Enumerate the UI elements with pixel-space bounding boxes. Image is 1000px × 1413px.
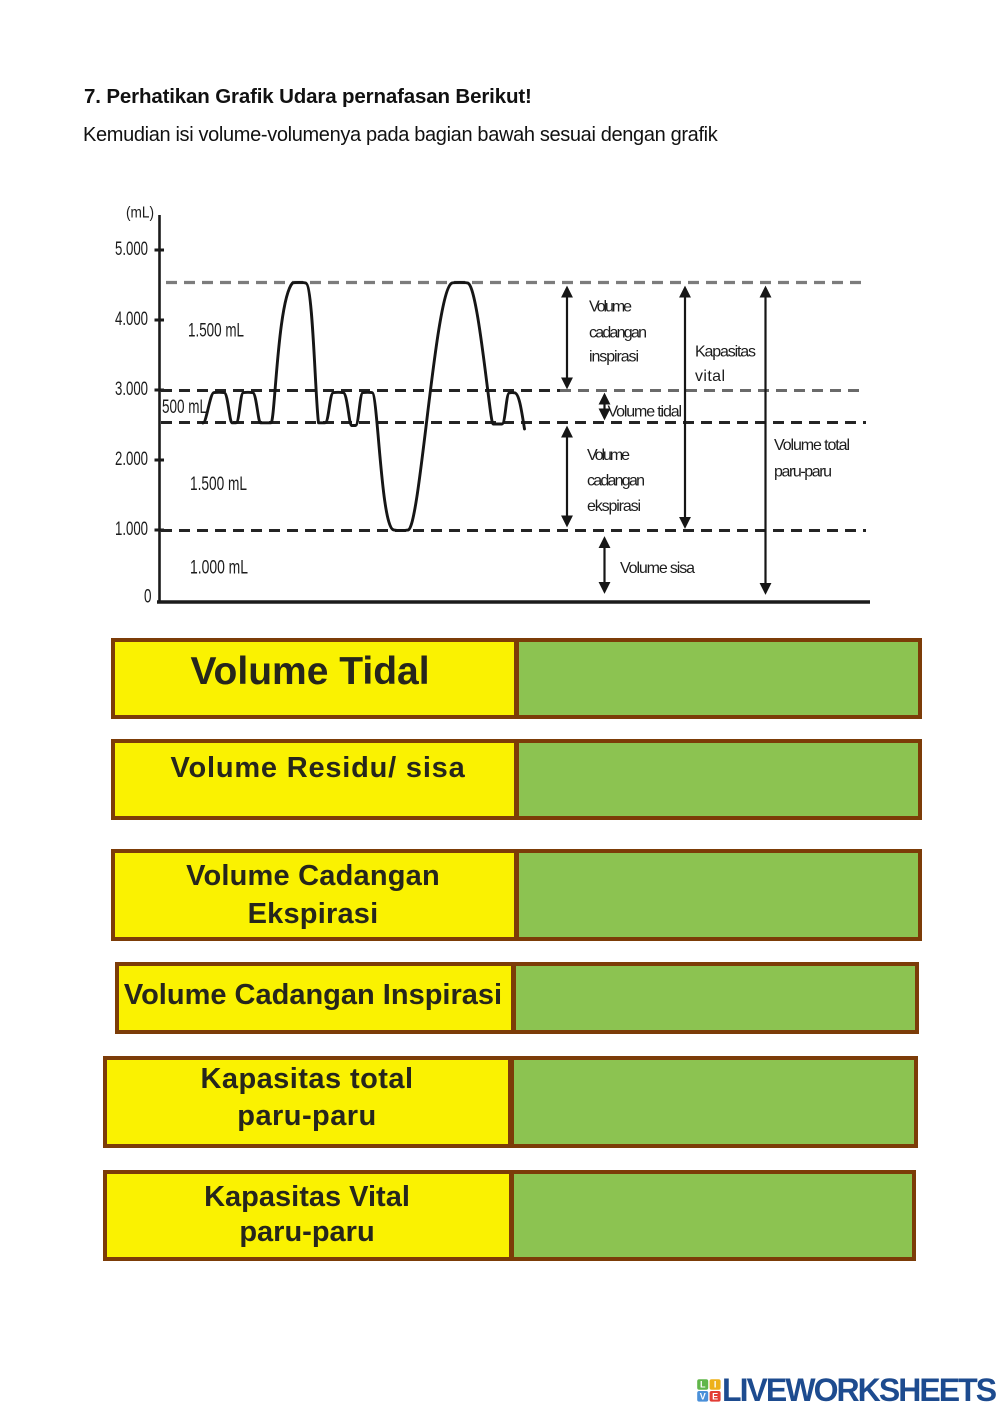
svg-text:V: V	[700, 1391, 706, 1401]
svg-text:I: I	[714, 1380, 717, 1390]
svg-text:500 mL: 500 mL	[162, 397, 207, 418]
svg-text:L: L	[700, 1380, 706, 1390]
svg-text:1.500 mL: 1.500 mL	[188, 321, 244, 342]
svg-text:paru-paru: paru-paru	[774, 464, 832, 481]
svg-text:1.500 mL: 1.500 mL	[190, 474, 247, 495]
svg-text:1.000: 1.000	[115, 519, 148, 540]
svg-text:0: 0	[144, 587, 152, 608]
svg-text:Kapasitas: Kapasitas	[695, 344, 756, 361]
svg-text:1.000 mL: 1.000 mL	[190, 558, 248, 579]
svg-text:E: E	[712, 1391, 718, 1401]
svg-text:3.000: 3.000	[115, 379, 148, 400]
svg-text:Volume tidal: Volume tidal	[608, 404, 683, 421]
svg-text:5.000: 5.000	[115, 239, 148, 260]
svg-text:cadangan: cadangan	[589, 325, 647, 342]
svg-text:Volume: Volume	[589, 299, 632, 316]
svg-text:2.000: 2.000	[115, 449, 148, 470]
svg-text:vital: vital	[695, 368, 725, 385]
svg-text:(mL): (mL)	[126, 205, 154, 222]
svg-text:inspirasi: inspirasi	[589, 349, 639, 366]
svg-text:ekspirasi: ekspirasi	[587, 498, 641, 515]
svg-text:Volume sisa: Volume sisa	[620, 560, 695, 577]
svg-text:cadangan: cadangan	[587, 473, 645, 490]
svg-text:4.000: 4.000	[115, 309, 148, 330]
svg-text:Volume total: Volume total	[774, 437, 850, 454]
svg-text:Volume: Volume	[587, 447, 630, 464]
